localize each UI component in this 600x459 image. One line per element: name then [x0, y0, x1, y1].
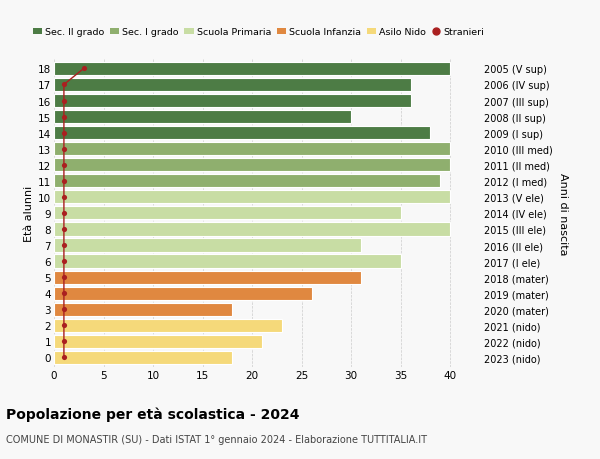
Bar: [54, 63, 450, 76]
Text: Popolazione per età scolastica - 2024: Popolazione per età scolastica - 2024: [6, 406, 299, 421]
Bar: [54, 287, 311, 300]
Point: [59, 306, 69, 313]
Point: [59, 290, 69, 297]
Point: [59, 146, 69, 153]
Bar: [54, 335, 262, 348]
Point: [59, 338, 69, 345]
Bar: [54, 271, 361, 284]
Bar: [54, 175, 440, 188]
Legend: Sec. II grado, Sec. I grado, Scuola Primaria, Scuola Infanzia, Asilo Nido, Stran: Sec. II grado, Sec. I grado, Scuola Prim…: [29, 24, 488, 41]
Bar: [54, 255, 401, 268]
Bar: [54, 303, 232, 316]
Point: [59, 114, 69, 121]
Point: [59, 98, 69, 105]
Point: [59, 82, 69, 89]
Point: [59, 274, 69, 281]
Bar: [54, 95, 410, 108]
Point: [59, 354, 69, 361]
Bar: [54, 111, 351, 124]
Point: [59, 242, 69, 249]
Point: [59, 130, 69, 137]
Point: [59, 194, 69, 201]
Point: [59, 162, 69, 169]
Bar: [54, 223, 450, 236]
Bar: [54, 127, 430, 140]
Point: [59, 226, 69, 233]
Bar: [54, 143, 450, 156]
Point: [59, 178, 69, 185]
Bar: [54, 79, 410, 92]
Point: [59, 210, 69, 217]
Y-axis label: Anni di nascita: Anni di nascita: [559, 172, 568, 255]
Bar: [54, 191, 450, 204]
Point: [79, 66, 89, 73]
Bar: [54, 207, 401, 220]
Text: COMUNE DI MONASTIR (SU) - Dati ISTAT 1° gennaio 2024 - Elaborazione TUTTITALIA.I: COMUNE DI MONASTIR (SU) - Dati ISTAT 1° …: [6, 434, 427, 444]
Bar: [54, 351, 232, 364]
Bar: [54, 159, 450, 172]
Point: [59, 322, 69, 329]
Y-axis label: Età alunni: Età alunni: [24, 185, 34, 241]
Bar: [54, 239, 361, 252]
Point: [59, 258, 69, 265]
Bar: [54, 319, 282, 332]
